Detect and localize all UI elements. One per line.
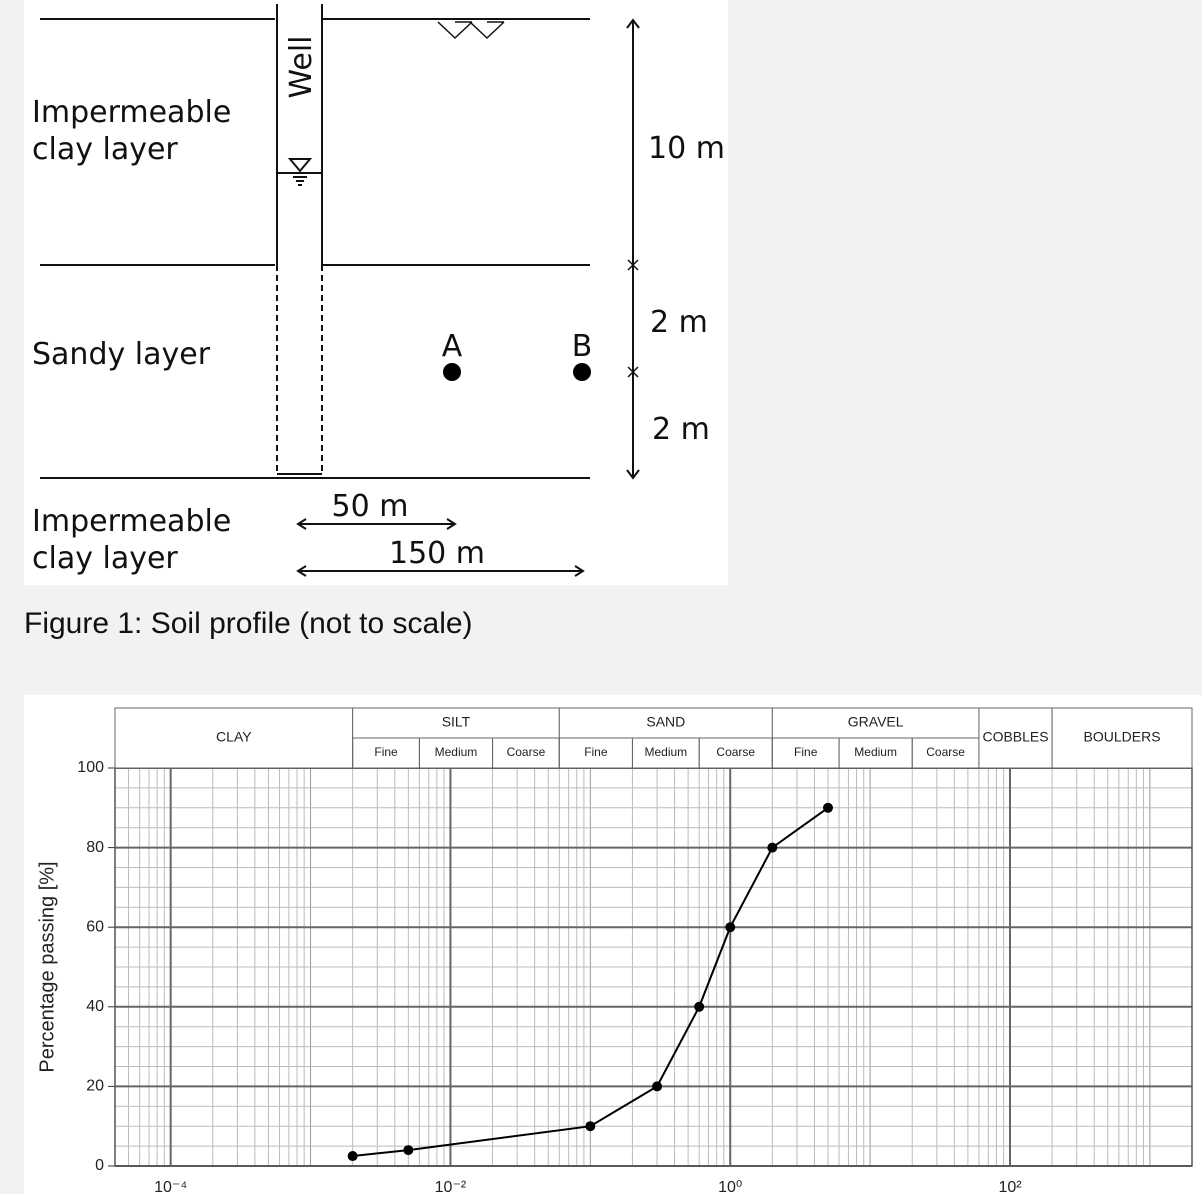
class-label: SAND <box>646 714 685 730</box>
data-point <box>403 1145 414 1156</box>
subclass-label: Medium <box>854 745 897 759</box>
subclass-label: Fine <box>794 745 818 759</box>
subclass-label: Coarse <box>926 745 965 759</box>
subclass-label: Medium <box>435 745 478 759</box>
point-a-marker <box>443 363 461 381</box>
dimension-label: 50 m <box>332 489 409 524</box>
point-b-marker <box>573 363 591 381</box>
well-label: Well <box>284 35 319 98</box>
data-point <box>694 1001 705 1012</box>
data-line <box>352 806 829 1158</box>
data-point <box>347 1151 358 1162</box>
dimension-tick <box>627 259 639 378</box>
y-tick-label: 20 <box>86 1078 104 1095</box>
ground-symbol <box>437 21 505 40</box>
subclass-label: Medium <box>644 745 687 759</box>
figure-caption: Figure 1: Soil profile (not to scale) <box>24 607 473 640</box>
water-table-symbol <box>287 158 313 173</box>
layer-label: clay layer <box>32 541 178 576</box>
x-tick-label: 10² <box>998 1179 1022 1194</box>
y-tick-label: 100 <box>77 759 104 776</box>
class-cell <box>114 707 354 769</box>
y-axis-label: Percentage passing [%] <box>36 861 58 1072</box>
class-label: COBBLES <box>982 729 1048 745</box>
class-label: BOULDERS <box>1084 729 1161 745</box>
dimension-label: 2 m <box>652 412 710 447</box>
class-cell <box>1051 707 1193 769</box>
layer-label: clay layer <box>32 132 178 167</box>
subclass-label: Coarse <box>507 745 546 759</box>
grain-size-chart: 0 20 40 60 80 100 10⁻⁴ 10⁻² 10⁰ 10² Percentage pas… <box>36 707 1193 1194</box>
dimension-label: 150 m <box>389 536 485 571</box>
x-tick-label: 10⁰ <box>718 1179 742 1194</box>
data-point <box>652 1081 663 1092</box>
data-point <box>725 922 736 933</box>
y-tick-label: 0 <box>95 1157 104 1174</box>
class-label: CLAY <box>216 729 252 745</box>
soil-profile <box>40 4 640 577</box>
diagram-panel <box>24 0 728 585</box>
layer-label: Impermeable <box>32 504 231 539</box>
class-label: SILT <box>442 714 471 730</box>
data-point <box>585 1121 596 1132</box>
point-label: B <box>572 329 593 364</box>
x-tick-label: 10⁻² <box>435 1179 467 1194</box>
y-tick-label: 60 <box>86 918 104 935</box>
distance-arrow <box>296 518 457 530</box>
dimension-label: 10 m <box>648 131 725 166</box>
chart-panel <box>24 695 1202 1194</box>
class-label: GRAVEL <box>848 714 904 730</box>
dimension-label: 2 m <box>650 305 708 340</box>
distance-arrow <box>296 565 585 577</box>
data-point <box>767 842 778 853</box>
layer-label: Sandy layer <box>32 337 211 372</box>
water-table-symbol <box>293 176 307 186</box>
layer-label: Impermeable <box>32 95 231 130</box>
y-tick-label: 40 <box>86 998 104 1015</box>
subclass-label: Fine <box>584 745 608 759</box>
depth-dimension <box>626 18 640 480</box>
y-tick-label: 80 <box>86 839 104 856</box>
data-point <box>823 802 834 813</box>
x-tick-label: 10⁻⁴ <box>154 1179 187 1194</box>
subclass-label: Coarse <box>716 745 755 759</box>
point-label: A <box>442 329 463 364</box>
subclass-label: Fine <box>374 745 398 759</box>
